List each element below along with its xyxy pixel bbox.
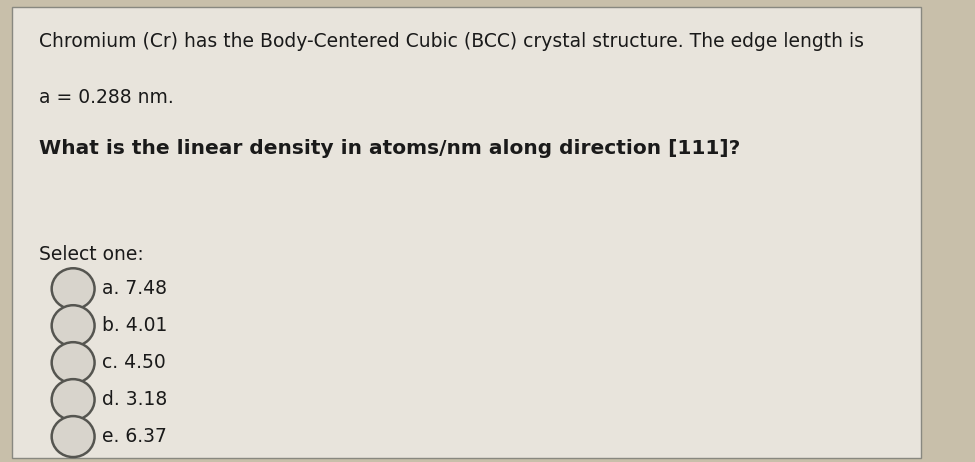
Text: e. 6.37: e. 6.37: [102, 427, 168, 446]
Ellipse shape: [52, 342, 95, 383]
Ellipse shape: [52, 268, 95, 309]
Text: Chromium (Cr) has the Body-Centered Cubic (BCC) crystal structure. The edge leng: Chromium (Cr) has the Body-Centered Cubi…: [39, 32, 864, 51]
Ellipse shape: [52, 416, 95, 457]
Ellipse shape: [52, 305, 95, 346]
Text: What is the linear density in atoms/nm along direction [111]?: What is the linear density in atoms/nm a…: [39, 139, 740, 158]
Ellipse shape: [52, 379, 95, 420]
Text: c. 4.50: c. 4.50: [102, 353, 166, 372]
Text: b. 4.01: b. 4.01: [102, 316, 168, 335]
Text: a. 7.48: a. 7.48: [102, 279, 168, 298]
Text: d. 3.18: d. 3.18: [102, 390, 168, 409]
FancyBboxPatch shape: [12, 7, 921, 458]
Text: a = 0.288 nm.: a = 0.288 nm.: [39, 88, 174, 107]
Text: Select one:: Select one:: [39, 245, 143, 264]
